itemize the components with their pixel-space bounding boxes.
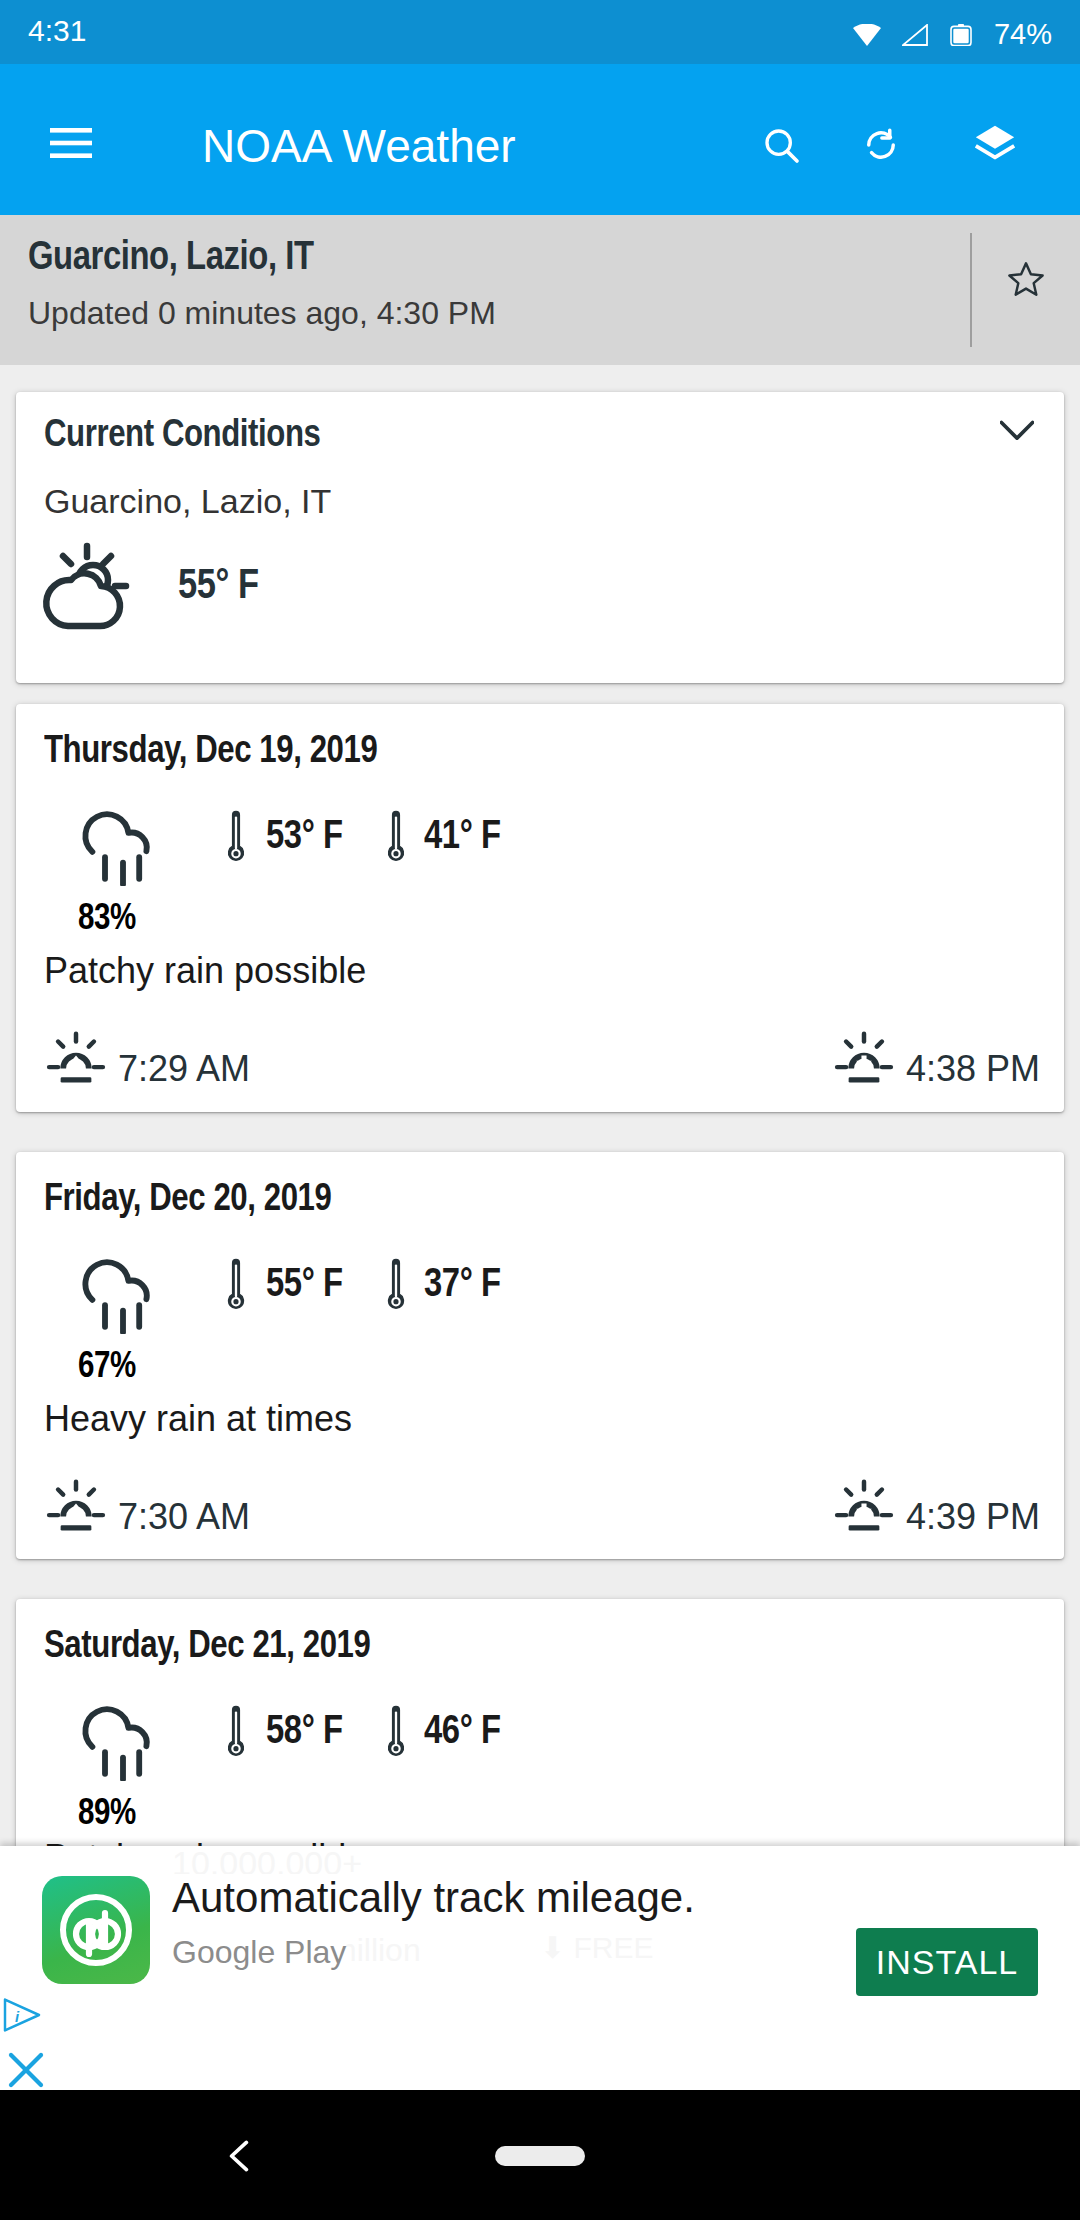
svg-text:i: i (15, 2009, 20, 2025)
